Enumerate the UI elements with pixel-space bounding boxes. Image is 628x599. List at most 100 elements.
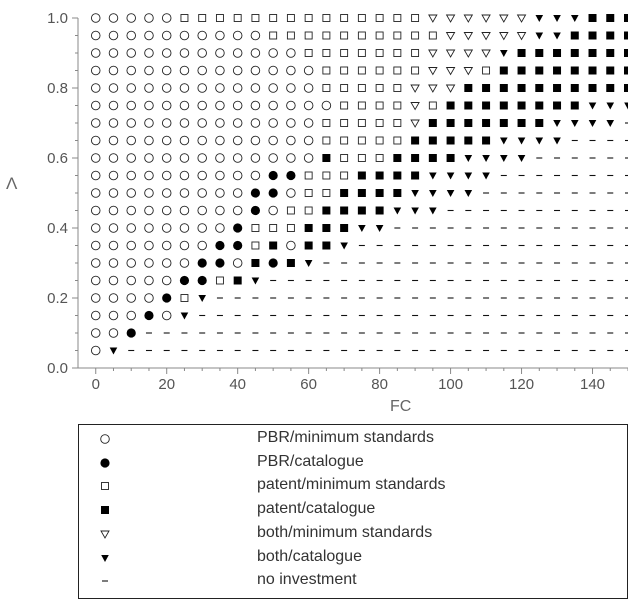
point-open-triangle xyxy=(410,102,420,111)
point-open-triangle xyxy=(516,14,527,23)
point-open-circle xyxy=(90,223,101,233)
point-filled-square xyxy=(535,49,544,57)
point-open-circle xyxy=(215,205,225,216)
y-tick-label: 0.8 xyxy=(47,80,68,97)
point-open-square xyxy=(340,84,349,92)
legend-symbol-filled-circle xyxy=(100,458,110,468)
point-open-circle xyxy=(161,275,172,286)
point-filled-triangle xyxy=(251,277,260,285)
point-open-circle xyxy=(232,258,243,268)
point-filled-square xyxy=(322,224,331,232)
point-open-square xyxy=(393,66,402,75)
point-filled-circle xyxy=(162,293,172,303)
legend-label: no investment xyxy=(257,571,357,589)
point-filled-circle xyxy=(268,188,278,198)
legend-symbol-open-circle xyxy=(100,434,110,444)
point-open-square xyxy=(393,14,402,22)
point-open-circle xyxy=(286,240,296,251)
point-open-square xyxy=(286,224,295,232)
point-open-circle xyxy=(161,13,172,23)
point-open-circle xyxy=(108,83,119,93)
point-filled-square xyxy=(251,259,260,267)
point-filled-square xyxy=(588,49,597,57)
point-open-circle xyxy=(108,293,119,303)
point-filled-square xyxy=(606,66,615,75)
point-open-circle xyxy=(108,153,119,163)
point-filled-square xyxy=(269,241,278,250)
point-open-square xyxy=(322,136,331,145)
point-open-circle xyxy=(144,65,154,76)
point-filled-square xyxy=(624,84,628,92)
point-open-circle xyxy=(144,135,154,146)
point-open-circle xyxy=(126,65,136,76)
point-filled-square xyxy=(535,101,544,110)
point-open-circle xyxy=(108,170,119,181)
point-open-circle xyxy=(126,223,136,233)
point-filled-square xyxy=(340,189,349,197)
point-open-circle xyxy=(161,223,172,233)
legend-symbol-open-square xyxy=(101,482,109,491)
point-open-square xyxy=(322,14,331,22)
point-open-square xyxy=(411,31,420,40)
point-filled-square xyxy=(570,101,579,110)
point-open-triangle xyxy=(428,67,438,76)
point-open-circle xyxy=(108,135,119,146)
point-filled-circle xyxy=(268,258,278,268)
point-open-square xyxy=(215,14,224,22)
point-open-triangle xyxy=(410,119,420,128)
point-open-square xyxy=(375,31,384,40)
point-open-circle xyxy=(197,30,207,41)
point-open-triangle xyxy=(463,67,474,76)
point-open-circle xyxy=(197,100,207,111)
point-open-square xyxy=(375,154,384,162)
point-open-circle xyxy=(90,345,101,356)
legend-label: PBR/catalogue xyxy=(257,452,364,470)
point-open-circle xyxy=(90,240,101,251)
point-filled-square xyxy=(624,49,628,57)
point-open-square xyxy=(340,31,349,40)
point-open-circle xyxy=(268,205,278,216)
point-filled-square xyxy=(517,84,526,92)
point-filled-triangle xyxy=(198,295,206,302)
point-open-square xyxy=(251,241,260,250)
point-open-circle xyxy=(286,100,296,111)
point-open-square xyxy=(375,49,384,57)
point-filled-square xyxy=(340,206,349,215)
point-open-circle xyxy=(250,118,261,128)
point-filled-square xyxy=(570,84,579,92)
point-open-circle xyxy=(232,100,243,111)
point-open-circle xyxy=(197,170,207,181)
legend-item: no investment xyxy=(79,570,627,590)
point-filled-square xyxy=(375,171,384,180)
point-filled-square xyxy=(606,31,615,40)
point-open-circle xyxy=(286,153,296,163)
point-filled-square xyxy=(411,171,420,180)
point-filled-square xyxy=(606,14,615,22)
point-open-circle xyxy=(250,153,261,163)
point-open-circle xyxy=(197,223,207,233)
point-open-circle xyxy=(215,48,225,58)
point-open-circle xyxy=(215,170,225,181)
point-open-circle xyxy=(90,275,101,286)
point-filled-square xyxy=(553,49,562,57)
point-filled-triangle xyxy=(411,190,419,197)
legend-marker xyxy=(100,434,110,444)
point-filled-square xyxy=(393,154,402,162)
point-open-circle xyxy=(90,30,101,41)
point-open-square xyxy=(304,189,313,197)
point-open-circle xyxy=(303,65,314,76)
point-open-circle xyxy=(303,153,314,163)
point-open-square xyxy=(357,14,366,22)
legend-item: patent/minimum standards xyxy=(79,475,627,495)
point-filled-square xyxy=(588,66,597,75)
point-filled-square xyxy=(535,119,544,127)
point-open-circle xyxy=(161,65,172,76)
point-open-circle xyxy=(144,188,154,198)
point-open-square xyxy=(357,136,366,145)
point-open-circle xyxy=(197,65,207,76)
point-filled-square xyxy=(570,49,579,57)
x-tick-label: 140 xyxy=(580,376,605,393)
point-open-square xyxy=(180,294,189,302)
legend-symbol-open-triangle xyxy=(100,530,110,539)
point-open-square xyxy=(340,171,349,180)
